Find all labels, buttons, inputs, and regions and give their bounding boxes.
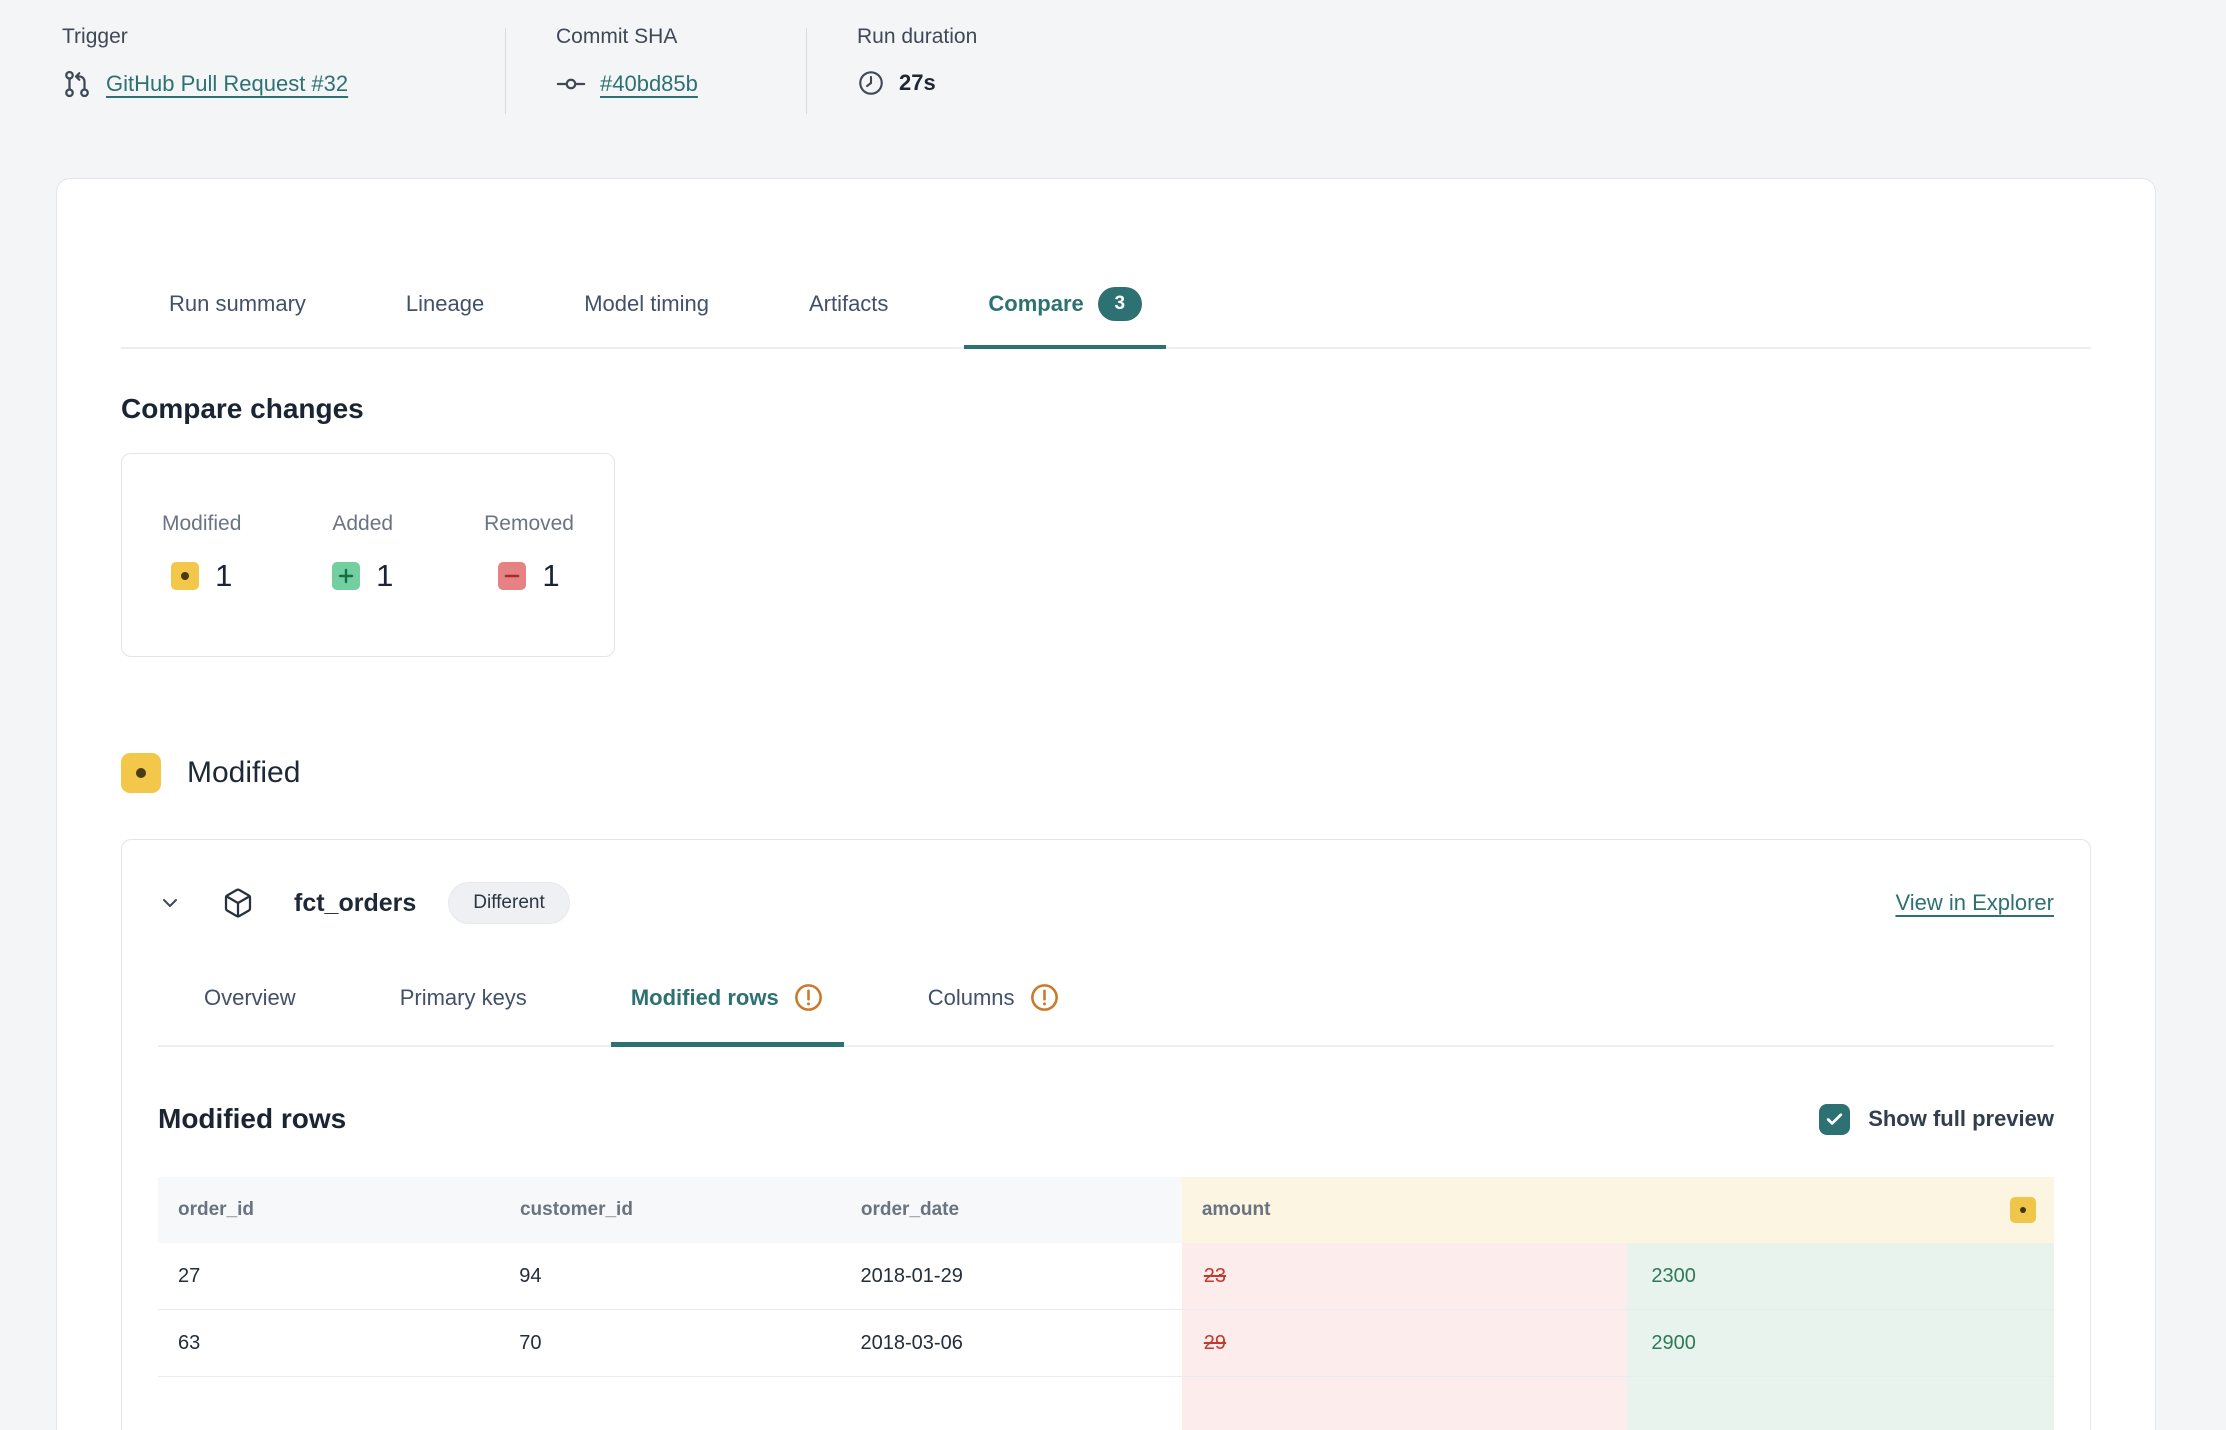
model-name: fct_orders [294,888,417,917]
col-amount: amount [1201,1199,1271,1220]
plus-icon [332,562,361,590]
table-header-row: Modified rows Show full preview [158,1103,2054,1135]
stat-modified-label: Modified [162,512,242,535]
commit-link[interactable]: #40bd85b [600,71,698,97]
pull-request-icon [62,69,92,99]
commit-icon [556,69,586,99]
table-header: order_id customer_id order_date amount [158,1177,2054,1243]
new-amount-cell [1627,1377,2054,1430]
chevron-down-icon[interactable] [158,891,182,915]
old-amount-cell: 23 [1181,1243,1628,1309]
divider [806,28,807,114]
compare-summary-card: Modified 1 Added 1 Removed [121,453,615,657]
stat-added-label: Added [332,512,394,535]
new-amount-cell: 2900 [1627,1310,2054,1376]
duration-label: Run duration [857,25,978,48]
commit-block: Commit SHA #40bd85b [506,24,806,132]
compare-changes-heading: Compare changes [121,393,364,424]
show-full-preview-toggle[interactable]: Show full preview [1819,1103,2054,1135]
tab-artifacts[interactable]: Artifacts [808,291,889,316]
old-amount-cell: 29 [1181,1310,1628,1376]
view-in-explorer-link[interactable]: View in Explorer [1895,890,2054,915]
warning-icon [793,982,824,1013]
col-customer-id: customer_id [519,1199,633,1220]
table-row[interactable]: 63 70 2018-03-06 29 2900 [158,1310,2054,1377]
modified-section-title: Modified [187,756,301,789]
col-order-date: order_date [860,1199,960,1220]
duration-block: Run duration 27s [807,24,977,132]
tab-primary-keys[interactable]: Primary keys [399,984,527,1010]
warning-icon [1029,982,1060,1013]
model-diff-card: fct_orders Different View in Explorer Ov… [121,839,2091,1430]
modified-rows-heading: Modified rows [158,1103,347,1134]
table-body: 27 94 2018-01-29 23 2300 63 70 2018-03-0… [158,1243,2054,1430]
stat-modified: Modified 1 [162,512,241,594]
tab-run-summary[interactable]: Run summary [169,291,306,316]
stat-modified-value: 1 [215,558,233,593]
modified-dot-icon [121,753,161,793]
trigger-label: Trigger [62,25,128,48]
duration-value: 27s [899,70,936,96]
stat-added: Added 1 [332,512,393,594]
model-cube-icon [222,887,254,919]
new-amount-cell: 2300 [1627,1243,2054,1309]
clock-icon [857,69,885,97]
tab-compare[interactable]: Compare 3 [964,279,1167,349]
trigger-block: Trigger GitHub Pull Request #32 [62,24,505,132]
table-row[interactable] [158,1377,2054,1430]
tab-modified-rows[interactable]: Modified rows [610,976,844,1047]
modified-rows-table: order_id customer_id order_date amount 2… [158,1177,2054,1430]
minus-icon [498,562,527,590]
divider [505,28,506,114]
stat-removed-label: Removed [484,512,574,535]
trigger-link[interactable]: GitHub Pull Request #32 [106,71,349,97]
run-tabs: Run summary Lineage Model timing Artifac… [121,279,2091,349]
commit-label: Commit SHA [556,25,678,48]
stat-removed-value: 1 [542,558,560,593]
tab-columns[interactable]: Columns [918,976,1070,1045]
modified-dot-icon [171,562,200,590]
table-row[interactable]: 27 94 2018-01-29 23 2300 [158,1243,2054,1310]
run-detail-card: Run summary Lineage Model timing Artifac… [56,178,2156,1430]
diff-status-badge: Different [448,882,570,924]
tab-lineage[interactable]: Lineage [405,291,485,316]
stat-removed: Removed 1 [484,512,574,594]
tab-overview[interactable]: Overview [204,984,296,1010]
old-amount-cell [1181,1377,1628,1430]
stat-added-value: 1 [376,558,394,593]
col-order-id: order_id [178,1199,255,1220]
model-tabs: Overview Primary keys Modified rows Colu… [158,976,2054,1047]
model-header-row: fct_orders Different View in Explorer [158,882,2054,924]
show-full-preview-label: Show full preview [1868,1106,2054,1131]
checkbox-checked-icon[interactable] [1819,1103,1851,1135]
compare-count-badge: 3 [1097,287,1142,321]
modified-section-heading: Modified [121,753,2091,793]
run-meta-bar: Trigger GitHub Pull Request #32 Commit S… [0,0,2226,132]
tab-model-timing[interactable]: Model timing [584,291,709,316]
modified-dot-icon [2009,1197,2036,1223]
